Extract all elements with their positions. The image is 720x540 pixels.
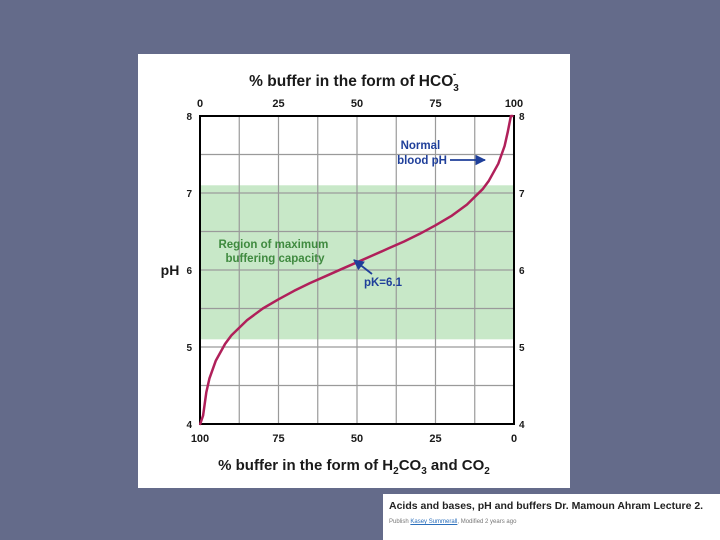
y-tick-label-left: 7 [186, 189, 192, 200]
bottom-tick-label: 25 [429, 433, 441, 445]
y-tick-label-left: 6 [186, 266, 192, 277]
annotation-buffer-line-2: buffering capacity [225, 253, 325, 265]
annotation-buffer-region: Region of maximum buffering capacity [218, 239, 331, 265]
caption-modified: , Modified 2 years ago [457, 519, 517, 525]
bottom-tick-label: 100 [191, 433, 209, 445]
y-tick-label-right: 4 [519, 420, 525, 431]
top-tick-label: 75 [429, 98, 441, 110]
annotation-buffer-line-1: Region of maximum [218, 239, 328, 251]
y-tick-label-left: 4 [186, 420, 192, 431]
bottom-title-sub-2: 3 [421, 466, 427, 477]
top-axis-title-sup: - [453, 69, 456, 80]
bottom-title-sub-3: 2 [484, 466, 490, 477]
bottom-title-part-2: CO [399, 457, 422, 474]
y-axis-label: pH [161, 262, 180, 278]
plot-frame [199, 115, 515, 425]
caption-title[interactable]: Acids and bases, pH and buffers Dr. Mamo… [389, 500, 704, 512]
bottom-tick-label: 0 [511, 433, 517, 445]
top-axis-title-sub: 3 [453, 83, 459, 94]
bottom-tick-label: 50 [351, 433, 363, 445]
annotation-pk: pK=6.1 [364, 277, 403, 289]
bottom-axis-title: % buffer in the form of H2CO3 and CO2 [218, 457, 490, 477]
grid-lines [200, 116, 514, 424]
y-tick-label-right: 6 [519, 266, 525, 277]
bottom-tick-label: 75 [272, 433, 284, 445]
y-tick-label-right: 5 [519, 343, 525, 354]
caption-publish-label: Publish [389, 519, 409, 525]
top-tick-label: 25 [272, 98, 284, 110]
top-axis-title-main: % buffer in the form of HCO [249, 73, 453, 90]
top-tick-label: 100 [505, 98, 523, 110]
y-tick-label-right: 7 [519, 189, 525, 200]
caption-author-link[interactable]: Kasey Summerall [410, 519, 458, 525]
chart-figure: % buffer in the form of HCO3- % buffer i… [138, 54, 570, 488]
annotation-normal-blood-ph: Normal blood pH [397, 140, 447, 167]
slide-caption[interactable]: Acids and bases, pH and buffers Dr. Mamo… [383, 494, 720, 540]
annotation-normal-line-1: Normal [401, 140, 441, 152]
bottom-title-part-1: % buffer in the form of H [218, 457, 393, 474]
arrow-pk [353, 259, 373, 275]
y-tick-label-right: 8 [519, 112, 525, 123]
top-tick-label: 0 [197, 98, 203, 110]
y-tick-label-left: 5 [186, 343, 192, 354]
bottom-title-part-3: and CO [427, 457, 485, 474]
annotation-normal-line-2: blood pH [397, 155, 447, 167]
bottom-title-sub-1: 2 [393, 466, 399, 477]
top-axis-title: % buffer in the form of HCO3 - [249, 69, 459, 94]
top-tick-label: 50 [351, 98, 363, 110]
caption-meta: Publish Kasey Summerall, Modified 2 year… [389, 519, 714, 525]
ph-titration-chart: % buffer in the form of HCO3- % buffer i… [161, 69, 525, 477]
y-tick-label-left: 8 [186, 112, 192, 123]
